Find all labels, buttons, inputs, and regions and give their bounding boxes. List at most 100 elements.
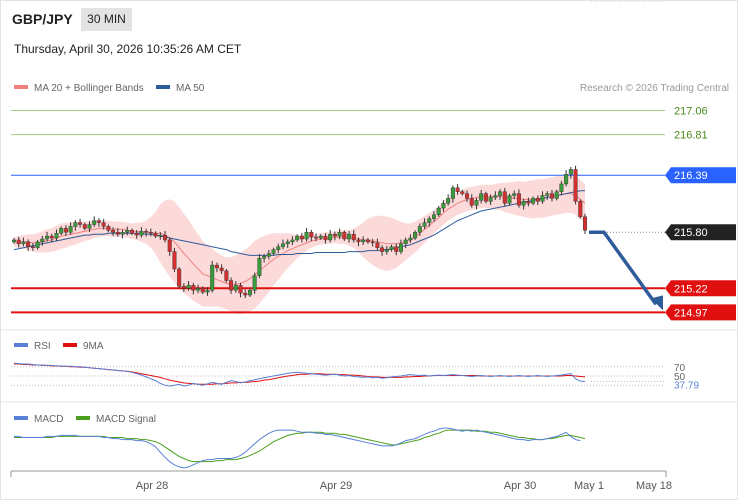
candle-body xyxy=(129,230,134,234)
candle-body xyxy=(583,216,588,231)
level-tag-216-39 xyxy=(665,167,736,184)
candle-body xyxy=(309,232,314,238)
level-label-214-97: 214.97 xyxy=(674,307,708,319)
candle-body xyxy=(375,242,380,248)
x-tick-label: Apr 29 xyxy=(320,480,352,492)
candle-body xyxy=(266,253,271,257)
legend-label-rsi: RSI xyxy=(34,341,51,352)
timeframe-badge[interactable]: 30 MIN xyxy=(81,8,132,31)
candle-body xyxy=(304,232,309,240)
candle-body xyxy=(68,226,73,233)
candle-body xyxy=(337,232,342,237)
candle-body xyxy=(493,195,498,198)
candle-body xyxy=(318,235,323,239)
candle-body xyxy=(200,288,205,293)
candle-body xyxy=(229,280,234,291)
candle-body xyxy=(120,232,125,235)
bollinger-band xyxy=(14,174,585,315)
candle-body xyxy=(153,232,158,237)
candle-body xyxy=(243,292,248,296)
x-tick-label: Apr 28 xyxy=(136,480,168,492)
candle-body xyxy=(78,222,83,225)
level-label-215-80: 215.80 xyxy=(674,227,708,239)
level-tag-215-22 xyxy=(665,280,736,297)
candle-body xyxy=(507,195,512,204)
candle-body xyxy=(30,246,35,248)
rsi-level-label-50: 50 xyxy=(674,372,686,383)
candle-body xyxy=(370,241,375,244)
projection-path xyxy=(589,230,658,306)
candle-body xyxy=(106,226,111,231)
projection-arrowhead xyxy=(651,295,663,311)
candle-body xyxy=(139,231,144,236)
candle-body xyxy=(21,241,26,245)
candle-body xyxy=(280,243,285,247)
candle-body xyxy=(540,195,545,202)
candle-body xyxy=(394,246,399,252)
candle-body xyxy=(549,193,554,199)
candle-body xyxy=(63,228,68,233)
candle-body xyxy=(384,249,389,252)
candle-body xyxy=(262,256,267,259)
candle-body xyxy=(210,264,215,291)
candle-body xyxy=(545,193,550,196)
candle-body xyxy=(295,235,300,241)
level-label-215-22: 215.22 xyxy=(674,283,708,295)
candle-body xyxy=(427,218,432,223)
candle-body xyxy=(219,267,224,272)
candle-body xyxy=(422,222,427,227)
candle-body xyxy=(483,193,488,202)
x-tick-label: Apr 30 xyxy=(504,480,536,492)
candle-body xyxy=(332,233,337,237)
legend-label-ma20: MA 20 + Bollinger Bands xyxy=(34,83,144,94)
candle-body xyxy=(290,239,295,243)
level-label-217-06: 217.06 xyxy=(674,106,708,118)
candle-body xyxy=(535,198,540,202)
candle-body xyxy=(531,198,536,204)
candle-body xyxy=(502,191,507,204)
candle-body xyxy=(413,232,418,239)
candle-body xyxy=(474,200,479,206)
candle-body xyxy=(257,258,262,276)
candle-body xyxy=(49,235,54,239)
level-tag-214-97 xyxy=(665,304,736,321)
legend-swatch-rsi-9ma xyxy=(63,343,77,347)
candle-body xyxy=(564,174,569,185)
candle-body xyxy=(87,224,92,229)
candle-body xyxy=(73,222,78,227)
candle-body xyxy=(578,201,583,217)
candle-body xyxy=(398,243,403,252)
ma50-line xyxy=(13,190,585,256)
candle-body xyxy=(82,224,87,229)
candle-body xyxy=(134,232,139,236)
legend-label-ma50: MA 50 xyxy=(176,83,205,94)
instrument-name: GBP/JPY xyxy=(12,11,73,27)
candle-body xyxy=(167,239,172,252)
candle-body xyxy=(342,232,347,240)
level-label-216-39: 216.39 xyxy=(674,170,708,182)
candle-body xyxy=(450,187,455,199)
candle-body xyxy=(16,239,21,245)
candle-body xyxy=(252,275,257,291)
candle-body xyxy=(59,228,64,234)
candle-body xyxy=(125,230,130,233)
candle-body xyxy=(26,241,31,247)
candle-body xyxy=(92,220,97,225)
candle-body xyxy=(276,246,281,250)
candle-body xyxy=(356,239,361,243)
candle-body xyxy=(205,289,210,293)
credit-text: Research © 2026 Trading Central xyxy=(580,83,729,94)
candle-body xyxy=(186,285,191,289)
candle-body xyxy=(144,231,149,233)
candle-body xyxy=(389,246,394,250)
macd-line xyxy=(14,427,581,469)
rsi-last-label: 37.79 xyxy=(674,381,699,392)
candle-body xyxy=(554,191,559,199)
candle-body xyxy=(196,288,201,291)
candle-body xyxy=(96,220,101,223)
candle-body xyxy=(460,191,465,194)
projection-arrow xyxy=(589,230,663,311)
candle-body xyxy=(158,234,163,237)
legend-swatch-macd-signal xyxy=(76,416,90,420)
